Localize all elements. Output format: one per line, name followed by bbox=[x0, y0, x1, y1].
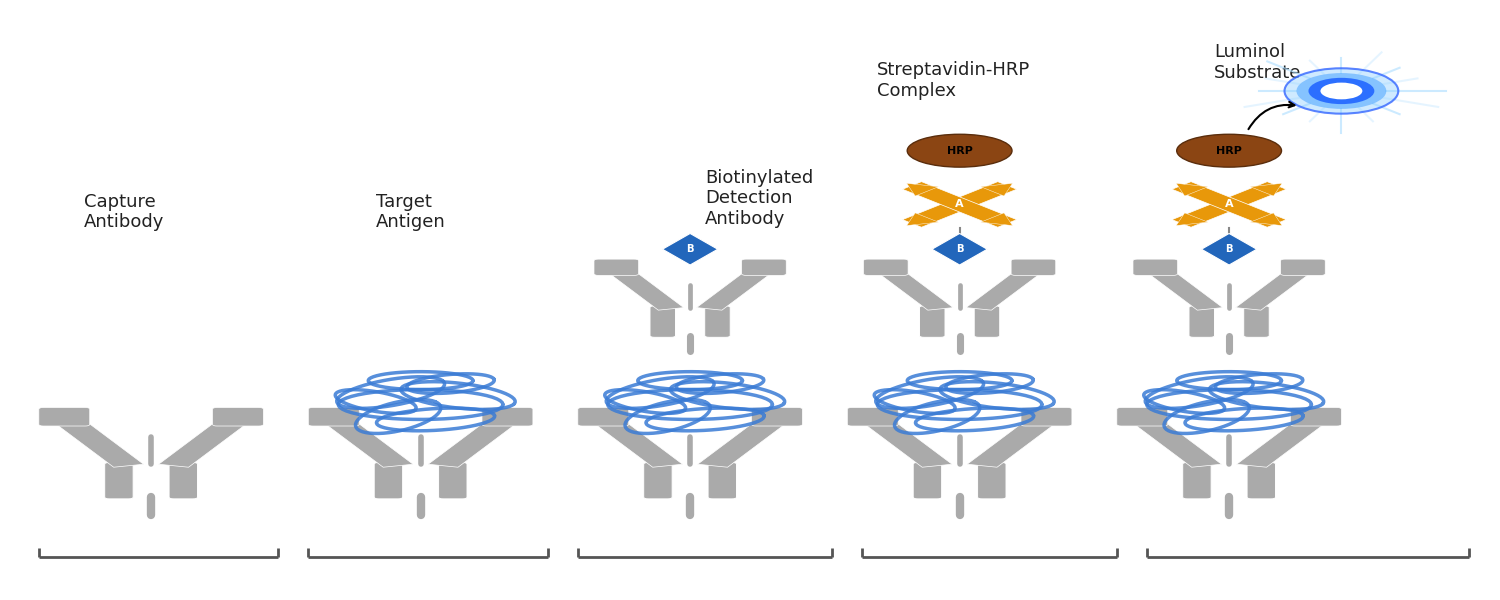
Polygon shape bbox=[932, 233, 987, 265]
FancyBboxPatch shape bbox=[374, 463, 402, 499]
FancyBboxPatch shape bbox=[752, 407, 802, 426]
FancyBboxPatch shape bbox=[1290, 407, 1341, 426]
Polygon shape bbox=[592, 419, 682, 467]
Polygon shape bbox=[966, 269, 1042, 310]
Polygon shape bbox=[968, 419, 1058, 467]
Circle shape bbox=[1296, 73, 1386, 109]
Text: Capture
Antibody: Capture Antibody bbox=[84, 193, 164, 232]
FancyBboxPatch shape bbox=[578, 407, 628, 426]
Polygon shape bbox=[981, 213, 1012, 226]
FancyBboxPatch shape bbox=[105, 463, 134, 499]
Polygon shape bbox=[878, 269, 953, 310]
Polygon shape bbox=[1176, 184, 1208, 196]
FancyBboxPatch shape bbox=[864, 259, 907, 275]
FancyBboxPatch shape bbox=[847, 407, 898, 426]
Polygon shape bbox=[1250, 213, 1282, 226]
FancyBboxPatch shape bbox=[438, 463, 466, 499]
Polygon shape bbox=[698, 419, 788, 467]
FancyBboxPatch shape bbox=[1244, 306, 1269, 337]
FancyBboxPatch shape bbox=[1281, 259, 1324, 275]
FancyBboxPatch shape bbox=[708, 463, 736, 499]
FancyBboxPatch shape bbox=[741, 259, 786, 275]
FancyBboxPatch shape bbox=[1118, 407, 1167, 426]
FancyBboxPatch shape bbox=[309, 407, 358, 426]
FancyBboxPatch shape bbox=[705, 306, 730, 337]
FancyBboxPatch shape bbox=[213, 407, 264, 426]
FancyBboxPatch shape bbox=[482, 407, 532, 426]
FancyBboxPatch shape bbox=[1011, 259, 1056, 275]
Polygon shape bbox=[1146, 269, 1222, 310]
FancyBboxPatch shape bbox=[914, 463, 942, 499]
Polygon shape bbox=[324, 419, 413, 467]
Polygon shape bbox=[903, 182, 1017, 227]
Polygon shape bbox=[608, 269, 684, 310]
Text: B: B bbox=[1226, 244, 1233, 254]
Circle shape bbox=[1320, 83, 1362, 100]
Polygon shape bbox=[1172, 182, 1287, 227]
Polygon shape bbox=[1202, 233, 1257, 265]
Text: Streptavidin-HRP
Complex: Streptavidin-HRP Complex bbox=[878, 61, 1031, 100]
FancyBboxPatch shape bbox=[1246, 463, 1275, 499]
FancyBboxPatch shape bbox=[650, 306, 675, 337]
Text: B: B bbox=[687, 244, 694, 254]
Polygon shape bbox=[903, 182, 1017, 227]
Polygon shape bbox=[1250, 184, 1282, 196]
Ellipse shape bbox=[1176, 134, 1281, 167]
FancyBboxPatch shape bbox=[1022, 407, 1072, 426]
FancyBboxPatch shape bbox=[594, 259, 639, 275]
Polygon shape bbox=[696, 269, 772, 310]
FancyBboxPatch shape bbox=[644, 463, 672, 499]
Polygon shape bbox=[159, 419, 249, 467]
Polygon shape bbox=[862, 419, 952, 467]
Circle shape bbox=[1308, 78, 1374, 104]
FancyBboxPatch shape bbox=[1190, 306, 1215, 337]
Polygon shape bbox=[906, 184, 939, 196]
Text: HRP: HRP bbox=[946, 146, 972, 155]
Polygon shape bbox=[1236, 419, 1326, 467]
Polygon shape bbox=[981, 184, 1012, 196]
FancyBboxPatch shape bbox=[39, 407, 90, 426]
Polygon shape bbox=[1236, 269, 1312, 310]
FancyBboxPatch shape bbox=[1182, 463, 1210, 499]
FancyBboxPatch shape bbox=[974, 306, 999, 337]
Polygon shape bbox=[1172, 182, 1287, 227]
FancyBboxPatch shape bbox=[978, 463, 1006, 499]
Text: A: A bbox=[1226, 199, 1233, 209]
Text: B: B bbox=[956, 244, 963, 254]
Circle shape bbox=[1284, 68, 1398, 113]
Text: A: A bbox=[956, 199, 964, 209]
Text: Luminol
Substrate: Luminol Substrate bbox=[1214, 43, 1302, 82]
FancyBboxPatch shape bbox=[1132, 259, 1178, 275]
FancyBboxPatch shape bbox=[920, 306, 945, 337]
Polygon shape bbox=[906, 213, 939, 226]
FancyBboxPatch shape bbox=[170, 463, 198, 499]
Text: Target
Antigen: Target Antigen bbox=[375, 193, 446, 232]
Polygon shape bbox=[1176, 213, 1208, 226]
Text: HRP: HRP bbox=[1216, 146, 1242, 155]
Polygon shape bbox=[427, 419, 518, 467]
Polygon shape bbox=[663, 233, 718, 265]
Polygon shape bbox=[1132, 419, 1221, 467]
Text: Biotinylated
Detection
Antibody: Biotinylated Detection Antibody bbox=[705, 169, 813, 228]
Ellipse shape bbox=[908, 134, 1013, 167]
Polygon shape bbox=[54, 419, 144, 467]
